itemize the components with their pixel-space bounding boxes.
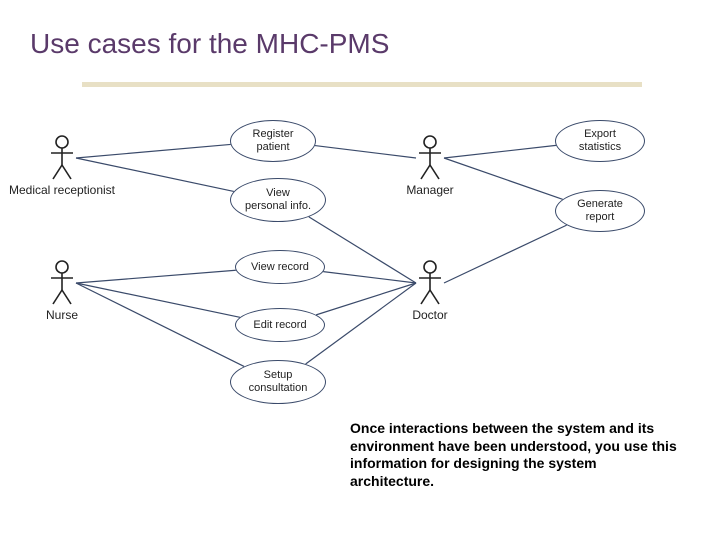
actor-label: Manager (370, 183, 490, 197)
usecase-editrecord: Edit record (235, 308, 325, 342)
usecase-setup: Setupconsultation (230, 360, 326, 404)
usecase-viewrecord: View record (235, 250, 325, 284)
actor-manager: Manager (370, 135, 490, 197)
page-title: Use cases for the MHC-PMS (30, 28, 389, 60)
actor-nurse: Nurse (2, 260, 122, 322)
title-underline (82, 82, 642, 87)
usecase-register: Registerpatient (230, 120, 316, 162)
actor-doctor: Doctor (370, 260, 490, 322)
usecase-generate: Generatereport (555, 190, 645, 232)
actor-label: Nurse (2, 308, 122, 322)
actor-receptionist: Medical receptionist (2, 135, 122, 197)
actor-label: Medical receptionist (2, 183, 122, 197)
body-text: Once interactions between the system and… (350, 420, 680, 490)
usecase-viewinfo: Viewpersonal info. (230, 178, 326, 222)
usecase-export: Exportstatistics (555, 120, 645, 162)
actor-label: Doctor (370, 308, 490, 322)
